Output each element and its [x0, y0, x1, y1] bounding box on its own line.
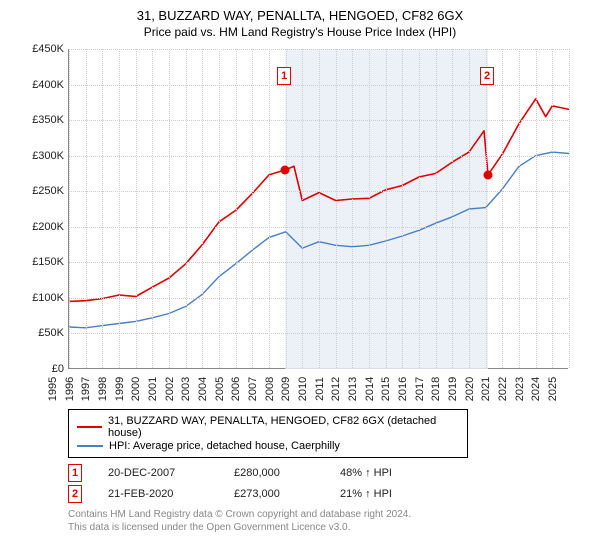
x-axis-label: 2002	[164, 374, 176, 404]
y-axis-label: £150K	[20, 256, 64, 268]
y-axis-label: £350K	[20, 114, 64, 126]
y-axis-label: £200K	[20, 221, 64, 233]
x-axis-label: 2020	[464, 374, 476, 404]
x-axis-label: 2004	[197, 374, 209, 404]
y-axis-label: £300K	[20, 150, 64, 162]
disclaimer: Contains HM Land Registry data © Crown c…	[68, 509, 580, 534]
sale-row-price: £273,000	[234, 488, 314, 500]
x-axis-label: 1997	[80, 374, 92, 404]
x-axis-label: 2016	[397, 374, 409, 404]
legend-item: HPI: Average price, detached house, Caer…	[77, 440, 459, 452]
disclaimer-line-2: This data is licensed under the Open Gov…	[68, 522, 580, 535]
x-axis-label: 2025	[547, 374, 559, 404]
disclaimer-line-1: Contains HM Land Registry data © Crown c…	[68, 509, 580, 522]
sale-row-pct: 21% ↑ HPI	[340, 488, 430, 500]
x-axis-label: 2018	[430, 374, 442, 404]
x-axis-label: 2017	[414, 374, 426, 404]
sale-row-date: 21-FEB-2020	[108, 488, 208, 500]
x-axis-label: 2005	[214, 374, 226, 404]
x-axis-label: 2000	[130, 374, 142, 404]
x-axis-label: 2014	[364, 374, 376, 404]
sale-marker-dot	[484, 170, 493, 179]
sale-row-pct: 48% ↑ HPI	[340, 467, 430, 479]
y-axis-label: £250K	[20, 185, 64, 197]
x-axis-label: 2021	[480, 374, 492, 404]
x-axis-label: 2003	[180, 374, 192, 404]
sale-row-date: 20-DEC-2007	[108, 467, 208, 479]
x-axis-label: 2009	[280, 374, 292, 404]
x-axis-label: 2019	[447, 374, 459, 404]
legend-swatch	[77, 445, 103, 447]
y-axis-label: £50K	[20, 327, 64, 339]
sale-row-marker: 2	[68, 485, 82, 503]
y-axis-label: £400K	[20, 79, 64, 91]
x-axis-label: 2008	[264, 374, 276, 404]
sale-marker-badge: 2	[480, 67, 494, 85]
x-axis-label: 1999	[114, 374, 126, 404]
legend-swatch	[77, 426, 102, 428]
y-axis-label: £100K	[20, 292, 64, 304]
legend-box: 31, BUZZARD WAY, PENALLTA, HENGOED, CF82…	[68, 409, 468, 458]
x-axis-label: 2011	[314, 374, 326, 404]
x-axis-label: 1998	[97, 374, 109, 404]
x-axis-label: 2022	[497, 374, 509, 404]
sale-row-marker: 1	[68, 464, 82, 482]
sale-marker-dot	[281, 165, 290, 174]
x-axis-label: 2015	[380, 374, 392, 404]
chart-container: 31, BUZZARD WAY, PENALLTA, HENGOED, CF82…	[0, 0, 600, 560]
x-axis-label: 2023	[514, 374, 526, 404]
x-axis-label: 2012	[330, 374, 342, 404]
x-axis-label: 2024	[530, 374, 542, 404]
x-axis-label: 2006	[230, 374, 242, 404]
y-axis-label: £450K	[20, 43, 64, 55]
legend-item: 31, BUZZARD WAY, PENALLTA, HENGOED, CF82…	[77, 415, 459, 439]
x-axis-label: 1996	[64, 374, 76, 404]
sale-row: 1 20-DEC-2007 £280,000 48% ↑ HPI	[68, 464, 580, 482]
sale-row: 2 21-FEB-2020 £273,000 21% ↑ HPI	[68, 485, 580, 503]
sales-table: 1 20-DEC-2007 £280,000 48% ↑ HPI 2 21-FEB-202…	[68, 464, 580, 503]
legend-label: HPI: Average price, detached house, Caer…	[109, 440, 340, 452]
titles: 31, BUZZARD WAY, PENALLTA, HENGOED, CF82…	[20, 8, 580, 39]
x-axis-label: 1995	[47, 374, 59, 404]
chart-area: 12 £0£50K£100K£150K£200K£250K£300K£350K£…	[20, 43, 580, 403]
sale-marker-badge: 1	[277, 67, 291, 85]
legend-label: 31, BUZZARD WAY, PENALLTA, HENGOED, CF82…	[108, 415, 459, 439]
sale-row-price: £280,000	[234, 467, 314, 479]
x-axis-label: 2013	[347, 374, 359, 404]
x-axis-label: 2010	[297, 374, 309, 404]
page-subtitle: Price paid vs. HM Land Registry's House …	[20, 25, 580, 39]
x-axis-label: 2007	[247, 374, 259, 404]
page-title: 31, BUZZARD WAY, PENALLTA, HENGOED, CF82…	[20, 8, 580, 23]
plot-region: 12	[68, 49, 568, 369]
x-axis-label: 2001	[147, 374, 159, 404]
